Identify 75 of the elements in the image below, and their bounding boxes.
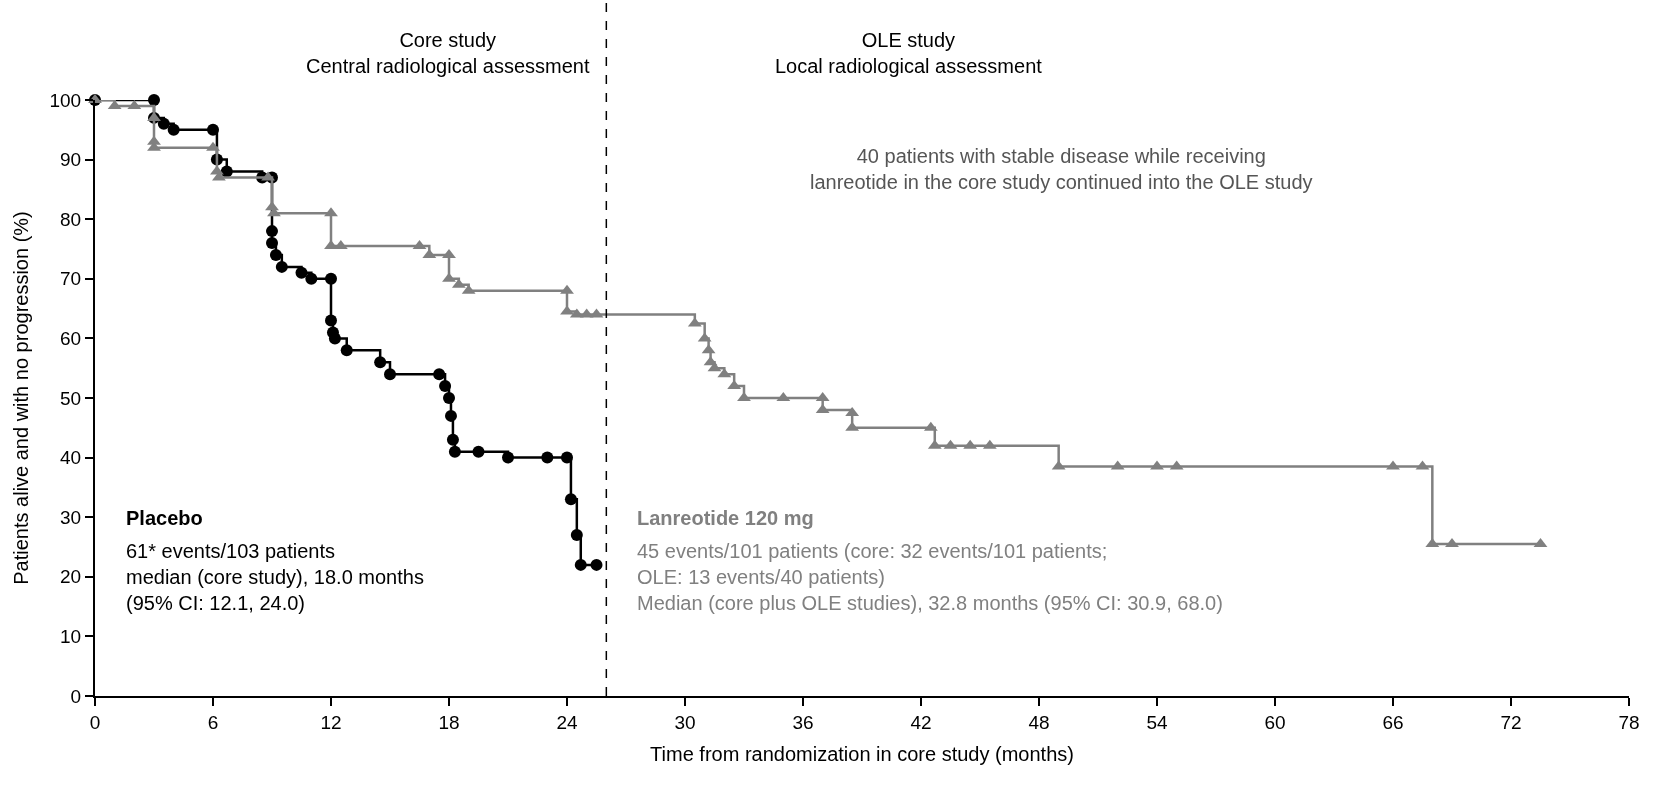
point	[443, 392, 455, 404]
point	[1386, 460, 1400, 470]
text: OLE study Local radiological assessment	[775, 29, 1043, 77]
point	[446, 433, 459, 446]
y-tick-label: 20	[60, 566, 82, 588]
x-tick-label: 48	[1028, 711, 1050, 733]
point	[275, 260, 288, 273]
point	[560, 284, 574, 294]
point	[167, 123, 180, 136]
y-tick-label: 60	[60, 328, 82, 350]
x-tick-label: 78	[1618, 711, 1640, 733]
point	[266, 237, 278, 250]
y-tick-label: 100	[49, 89, 82, 111]
point	[1445, 538, 1459, 548]
point	[561, 451, 573, 464]
point	[269, 248, 282, 261]
x-tick-label: 66	[1382, 711, 1404, 733]
point	[206, 141, 220, 151]
y-axis-title: Patients alive and with no progression (%)	[10, 211, 33, 585]
point	[157, 117, 170, 130]
x-axis-title: Time from randomization in core study (months)	[650, 742, 1074, 765]
x-tick-label: 18	[438, 711, 460, 733]
point	[502, 451, 514, 464]
point	[442, 248, 456, 258]
y-tick-label: 40	[60, 447, 82, 469]
point	[442, 272, 456, 282]
point	[564, 493, 577, 506]
x-tick-label: 0	[89, 711, 101, 733]
point	[574, 558, 587, 571]
point	[148, 94, 160, 106]
x-tick-label: 12	[320, 711, 342, 733]
y-tick-label: 50	[60, 387, 82, 409]
annotation: 61* events/103 patients median (core study), 18.0 months (95% CI: 12.1, 24.0)	[126, 540, 424, 614]
annotation: Placebo	[126, 507, 203, 529]
x-tick-label: 60	[1264, 711, 1286, 733]
y-tick-label: 90	[60, 149, 82, 171]
point	[1150, 460, 1164, 470]
point	[328, 332, 341, 345]
point	[207, 123, 219, 136]
point	[448, 445, 461, 458]
text: Core study Central radiological assessment	[306, 29, 590, 77]
point	[266, 225, 278, 238]
x-tick-label: 6	[207, 711, 219, 733]
point	[324, 207, 338, 217]
x-tick-label: 24	[556, 711, 578, 733]
x-tick-label: 72	[1500, 711, 1522, 733]
point	[472, 445, 485, 458]
point	[541, 451, 554, 464]
point	[340, 344, 353, 357]
annotation: 40 patients with stable disease while receiving lanreotide in the core study continued into the OLE study	[810, 145, 1313, 193]
x-tick-label: 54	[1146, 711, 1168, 733]
y-tick-label: 80	[60, 208, 82, 230]
point	[374, 356, 387, 369]
x-tick-label: 42	[910, 711, 932, 733]
point	[324, 240, 338, 250]
point	[325, 314, 337, 327]
annotation: 45 events/101 patients (core: 32 events/101 patients; OLE: 13 events/40 patients) Median (core plus OLE studies), 32.8 months (95% CI: 30.9, 68.0)	[637, 540, 1223, 614]
point	[295, 266, 308, 279]
point	[384, 368, 396, 381]
point	[590, 558, 603, 571]
y-tick-label: 70	[60, 268, 82, 290]
point	[433, 368, 446, 381]
point	[305, 272, 318, 285]
y-tick-label: 10	[60, 626, 82, 648]
annotation: Lanreotide 120 mg	[637, 507, 814, 529]
y-tick-label: 0	[70, 685, 82, 707]
x-tick-label: 36	[792, 711, 814, 733]
point	[439, 380, 452, 393]
point	[261, 171, 275, 181]
point	[444, 409, 457, 422]
point	[560, 305, 574, 315]
y-tick-label: 30	[60, 506, 82, 528]
x-tick-label: 30	[674, 711, 696, 733]
point	[325, 272, 337, 285]
point	[570, 529, 583, 542]
